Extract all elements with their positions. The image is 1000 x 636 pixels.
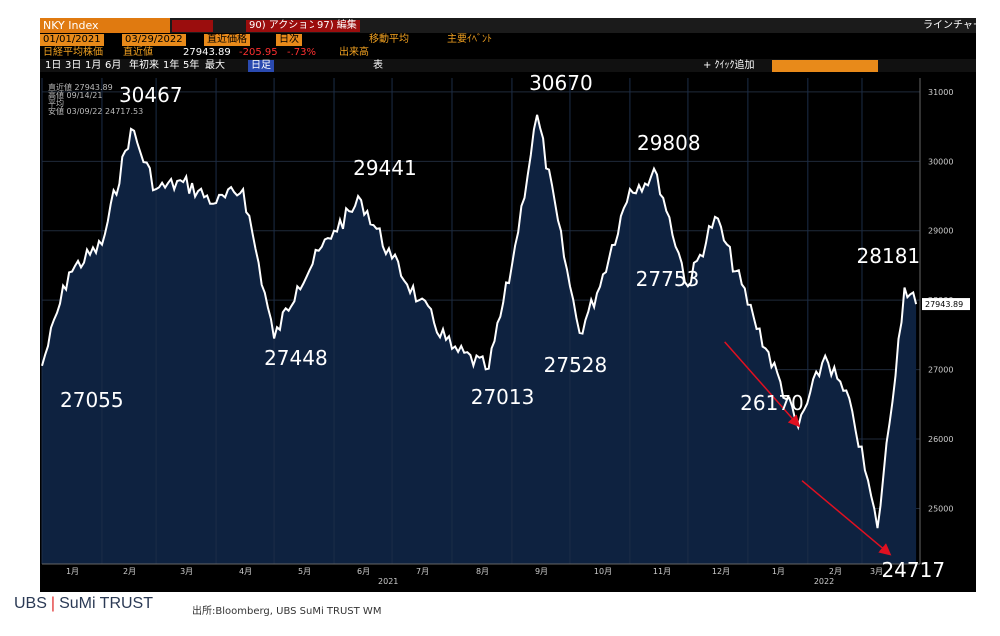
- y-tick-label: 25000: [928, 504, 953, 513]
- period-selected-button[interactable]: 日足: [248, 60, 274, 72]
- last-label: 直近値: [123, 47, 153, 58]
- x-tick-label: 11月: [653, 567, 671, 576]
- period-select[interactable]: 日次: [276, 34, 302, 46]
- last-price-tag-bg: [922, 298, 970, 311]
- y-tick-label: 26000: [928, 435, 953, 444]
- value-annotation: 24717: [881, 558, 946, 583]
- edit-button[interactable]: 97) 編集: [314, 20, 360, 32]
- period-button[interactable]: 1年: [163, 60, 180, 71]
- last-price-tag: 27943.89: [925, 300, 963, 309]
- x-tick-label: 8月: [476, 567, 489, 576]
- x-tick-label: 1月: [772, 567, 785, 576]
- period-button[interactable]: 6月: [105, 60, 122, 71]
- price-field-select[interactable]: 直近価格: [204, 34, 250, 46]
- y-tick-label: 30000: [928, 157, 953, 166]
- value-annotation: 29441: [353, 156, 417, 181]
- value-annotation: 27055: [60, 387, 124, 412]
- price-line: [41, 114, 918, 529]
- x-tick-label: 6月: [357, 567, 370, 576]
- x-tick-label: 3月: [870, 567, 883, 576]
- value-annotation: 29808: [636, 130, 701, 155]
- action-button[interactable]: 90) アクション: [246, 20, 322, 32]
- legend-item: 平均: [48, 99, 64, 108]
- x-tick-label: 3月: [180, 567, 193, 576]
- x-tick-label: 9月: [535, 567, 548, 576]
- quick-add-button[interactable]: + ｸｲｯｸ追加: [703, 60, 755, 71]
- x-tick-label: 1月: [66, 567, 79, 576]
- value-annotation: 30670: [529, 70, 593, 95]
- chart-type-label[interactable]: ラインチャート: [923, 20, 976, 31]
- y-tick-label: 31000: [928, 88, 953, 97]
- ticker-field[interactable]: NKY Index: [40, 18, 170, 33]
- volume-label: 出来高: [339, 47, 369, 58]
- year-label: 2021: [378, 577, 398, 586]
- period-button[interactable]: 1月: [85, 60, 102, 71]
- date-range-bar: 01/01/2021 03/29/2022 直近価格 日次 移動平均 主要ｲﾍﾞ…: [40, 33, 976, 46]
- legend-item: 高値 09/14/21: [48, 91, 103, 100]
- period-button[interactable]: 最大: [205, 60, 225, 71]
- key-events-toggle[interactable]: 主要ｲﾍﾞﾝﾄ: [447, 34, 492, 45]
- legend-item: 安値 03/09/22 24717.53: [48, 107, 144, 116]
- quick-add-input[interactable]: [772, 60, 878, 72]
- legend-item: 直近値 27943.89: [48, 83, 113, 92]
- x-tick-label: 12月: [712, 567, 730, 576]
- x-tick-label: 10月: [594, 567, 612, 576]
- y-tick-label: 27000: [928, 366, 953, 375]
- logo-right: SuMi TRUST: [59, 595, 153, 612]
- last-value: 27943.89: [183, 47, 231, 58]
- company-logo: UBS | SuMi TRUST: [14, 595, 153, 612]
- value-annotation: 26170: [740, 391, 804, 416]
- period-button[interactable]: 5年: [183, 60, 200, 71]
- logo-left: UBS: [14, 595, 47, 612]
- y-tick-label: 29000: [928, 227, 953, 236]
- value-annotation: 27753: [635, 267, 700, 292]
- annotation-arrow: [801, 480, 892, 556]
- start-date-field[interactable]: 01/01/2021: [40, 34, 104, 46]
- change-value: -205.95: [239, 47, 278, 58]
- year-label: 2022: [814, 577, 834, 586]
- table-button[interactable]: 表: [373, 60, 383, 71]
- price-chart: 250002600027000280002900030000310001月2月3…: [40, 74, 976, 592]
- value-annotation: 30467: [118, 82, 183, 107]
- period-button[interactable]: 年初来: [129, 60, 159, 71]
- x-tick-label: 5月: [298, 567, 311, 576]
- value-annotation: 27448: [264, 346, 328, 371]
- chart-legend: 直近値 27943.89 高値 09/14/21 平均 安値 03/09/22 2…: [48, 84, 143, 116]
- annotation-arrow: [724, 341, 801, 428]
- end-date-field[interactable]: 03/29/2022: [122, 34, 186, 46]
- x-tick-label: 2月: [123, 567, 136, 576]
- x-tick-label: 2月: [829, 567, 842, 576]
- change-percent: -.73%: [287, 47, 317, 58]
- value-annotation: 27528: [543, 352, 608, 377]
- period-button[interactable]: 1日: [45, 60, 62, 71]
- security-name: 日経平均株価: [43, 47, 103, 58]
- moving-average-toggle[interactable]: 移動平均: [369, 34, 409, 45]
- value-annotation: 27013: [470, 384, 535, 409]
- bloomberg-terminal-window: NKY Index 90) アクション 97) 編集 ラインチャート 01/01…: [40, 18, 976, 592]
- period-toolbar: 1日 3日 1月 6月 年初来 1年 5年 最大 日足 表 + ｸｲｯｸ追加: [40, 59, 976, 72]
- source-note: 出所:Bloomberg, UBS SuMi TRUST WM: [192, 606, 382, 617]
- period-button[interactable]: 3日: [65, 60, 82, 71]
- title-bar: NKY Index 90) アクション 97) 編集 ラインチャート: [40, 18, 976, 33]
- x-tick-label: 4月: [239, 567, 252, 576]
- area-fill: [42, 114, 917, 565]
- unknown-menu-button[interactable]: [172, 20, 213, 32]
- value-annotation: 28181: [856, 243, 921, 268]
- security-info-bar: 日経平均株価 直近値 27943.89 -205.95 -.73% 出来高: [40, 46, 976, 58]
- x-tick-label: 7月: [416, 567, 429, 576]
